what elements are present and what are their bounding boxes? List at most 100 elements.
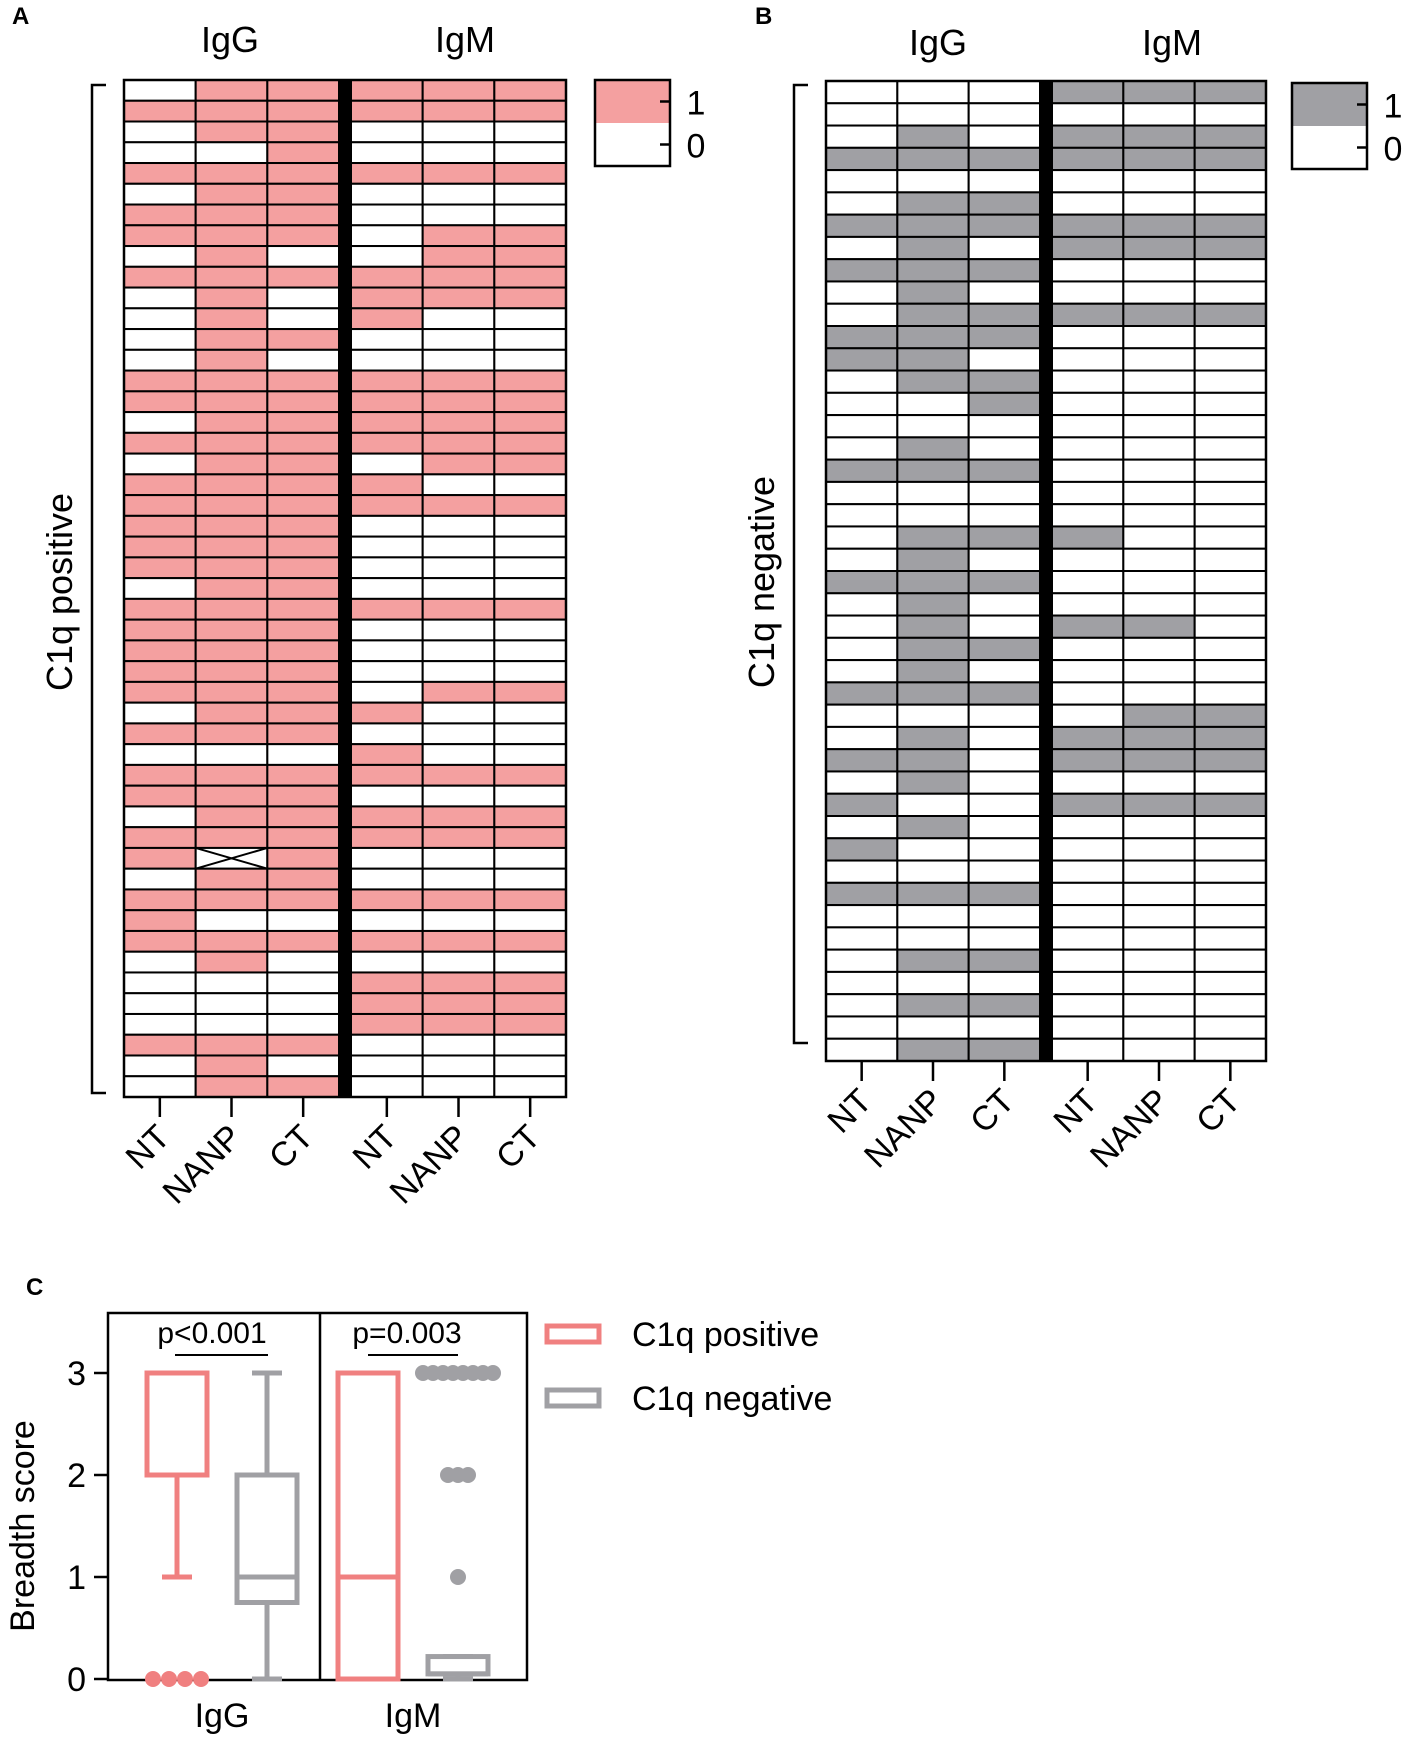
heat-cell-B-r4-c4 bbox=[1122, 169, 1196, 194]
heat-cell-B-r18-c5 bbox=[1193, 480, 1267, 506]
heat-cell-A-r35-c3 bbox=[350, 805, 424, 829]
panel-b-group-label: C1q negative bbox=[741, 476, 782, 688]
legend-swatch-1 bbox=[595, 80, 670, 123]
heat-cell-B-r36-c2 bbox=[967, 881, 1042, 907]
heat-cell-A-r13-c4 bbox=[421, 348, 496, 372]
panel-a-igm-header: IgM bbox=[435, 19, 495, 60]
heat-cell-B-r27-c2 bbox=[967, 681, 1042, 706]
heat-cell-A-r15-c2 bbox=[266, 390, 341, 414]
heat-cell-B-r11-c4 bbox=[1122, 325, 1196, 350]
heat-cell-A-r3-c4 bbox=[421, 141, 496, 165]
panel-letter-c: C bbox=[26, 1274, 43, 1301]
heat-cell-B-r0-c4 bbox=[1122, 80, 1196, 105]
heat-cell-A-r22-c2 bbox=[266, 535, 341, 559]
panel-letter-b: B bbox=[755, 3, 772, 30]
category-label-igg: IgG bbox=[195, 1697, 250, 1735]
heat-cell-A-r45-c5 bbox=[493, 1012, 568, 1036]
heat-cell-A-r8-c1 bbox=[194, 245, 269, 268]
heat-cell-A-r41-c3 bbox=[350, 929, 424, 953]
heat-cell-B-r6-c4 bbox=[1122, 213, 1196, 238]
heat-cell-A-r13-c5 bbox=[493, 348, 568, 372]
heat-cell-A-r16-c2 bbox=[266, 411, 341, 434]
heat-cell-B-r1-c5 bbox=[1193, 102, 1267, 127]
heat-cell-A-r38-c2 bbox=[266, 867, 341, 891]
heat-cell-B-r23-c2 bbox=[967, 592, 1042, 617]
heat-cell-B-r5-c5 bbox=[1193, 191, 1267, 216]
heat-cell-A-r22-c5 bbox=[493, 535, 568, 559]
legend-label-c1q-negative: C1q negative bbox=[632, 1380, 832, 1418]
heat-cell-A-r7-c0 bbox=[123, 224, 197, 248]
heat-cell-A-r45-c2 bbox=[266, 1012, 341, 1036]
heat-cell-A-r47-c4 bbox=[421, 1054, 496, 1078]
heat-cell-B-r23-c4 bbox=[1122, 592, 1196, 617]
heat-cell-A-r34-c0 bbox=[123, 784, 197, 808]
heat-cell-B-r14-c3 bbox=[1051, 391, 1125, 417]
heat-cell-B-r35-c1 bbox=[896, 859, 970, 884]
heat-cell-A-r10-c0 bbox=[123, 286, 197, 310]
heat-cell-B-r36-c4 bbox=[1122, 881, 1196, 907]
heat-cell-A-r5-c4 bbox=[421, 182, 496, 206]
heat-cell-B-r21-c0 bbox=[825, 547, 899, 573]
heat-cell-A-r19-c3 bbox=[350, 473, 424, 497]
heat-cell-A-r40-c0 bbox=[123, 909, 197, 932]
heat-cell-A-r7-c4 bbox=[421, 224, 496, 248]
heat-cell-A-r30-c0 bbox=[123, 701, 197, 725]
heat-cell-B-r5-c0 bbox=[825, 191, 899, 216]
heat-cell-B-r28-c1 bbox=[896, 703, 970, 728]
heat-cell-B-r17-c4 bbox=[1122, 458, 1196, 483]
heat-cell-A-r41-c5 bbox=[493, 929, 568, 953]
heat-cell-B-r19-c3 bbox=[1051, 503, 1125, 528]
heat-cell-B-r8-c0 bbox=[825, 258, 899, 283]
heat-cell-A-r27-c4 bbox=[421, 639, 496, 663]
heat-cell-A-r33-c1 bbox=[194, 763, 269, 787]
heat-cell-A-r23-c4 bbox=[421, 556, 496, 580]
heat-cell-B-r17-c2 bbox=[967, 458, 1042, 483]
heat-cell-B-r23-c3 bbox=[1051, 592, 1125, 617]
heat-cell-A-r13-c1 bbox=[194, 348, 269, 372]
heat-cell-A-r37-c3 bbox=[350, 846, 424, 870]
heat-cell-B-r42-c3 bbox=[1051, 1015, 1125, 1040]
heat-cell-A-r12-c1 bbox=[194, 328, 269, 351]
heat-cell-A-r0-c2 bbox=[266, 79, 341, 102]
heat-cell-B-r4-c2 bbox=[967, 169, 1042, 194]
heat-cell-B-r2-c2 bbox=[967, 124, 1042, 149]
heat-cell-B-r40-c2 bbox=[967, 970, 1042, 996]
heat-cell-B-r28-c5 bbox=[1193, 703, 1267, 728]
heat-cell-B-r41-c5 bbox=[1193, 993, 1267, 1018]
heat-cell-A-r8-c4 bbox=[421, 245, 496, 268]
heat-cell-B-r1-c2 bbox=[967, 102, 1042, 127]
heat-cell-A-r12-c2 bbox=[266, 328, 341, 351]
heat-cell-B-r40-c4 bbox=[1122, 970, 1196, 996]
heat-cell-A-r19-c4 bbox=[421, 473, 496, 497]
heat-cell-A-r23-c5 bbox=[493, 556, 568, 580]
heat-cell-A-r1-c3 bbox=[350, 99, 424, 123]
heat-cell-A-r23-c2 bbox=[266, 556, 341, 580]
heat-cell-B-r41-c4 bbox=[1122, 993, 1196, 1018]
box-c1q-negative-igm bbox=[425, 1654, 491, 1677]
heat-cell-A-r40-c5 bbox=[493, 909, 568, 932]
heat-cell-A-r19-c2 bbox=[266, 473, 341, 497]
x-tick-label-nanp: NANP bbox=[1083, 1082, 1177, 1176]
heat-cell-A-r33-c0 bbox=[123, 763, 197, 787]
heat-cell-A-r0-c5 bbox=[493, 79, 568, 102]
heat-cell-A-r25-c2 bbox=[266, 597, 341, 621]
igg-igm-separator bbox=[339, 80, 351, 1097]
heat-cell-B-r28-c3 bbox=[1051, 703, 1125, 728]
heat-cell-B-r11-c3 bbox=[1051, 325, 1125, 350]
heat-cell-A-r5-c2 bbox=[266, 182, 341, 206]
heat-cell-B-r21-c5 bbox=[1193, 547, 1267, 573]
heat-cell-A-r31-c0 bbox=[123, 722, 197, 746]
heat-cell-A-r20-c0 bbox=[123, 494, 197, 517]
heat-cell-A-r28-c3 bbox=[350, 660, 424, 683]
heat-cell-A-r27-c3 bbox=[350, 639, 424, 663]
heat-cell-B-r29-c2 bbox=[967, 725, 1042, 751]
missing-cross bbox=[195, 846, 268, 870]
panel-b-igg-header: IgG bbox=[909, 22, 967, 63]
heat-cell-A-r8-c0 bbox=[123, 245, 197, 268]
heat-cell-A-r47-c1 bbox=[194, 1054, 269, 1078]
heat-cell-B-r17-c0 bbox=[825, 458, 899, 483]
heat-cell-A-r42-c5 bbox=[493, 950, 568, 974]
heat-cell-A-r0-c0 bbox=[123, 79, 197, 102]
heat-cell-B-r31-c0 bbox=[825, 770, 899, 795]
